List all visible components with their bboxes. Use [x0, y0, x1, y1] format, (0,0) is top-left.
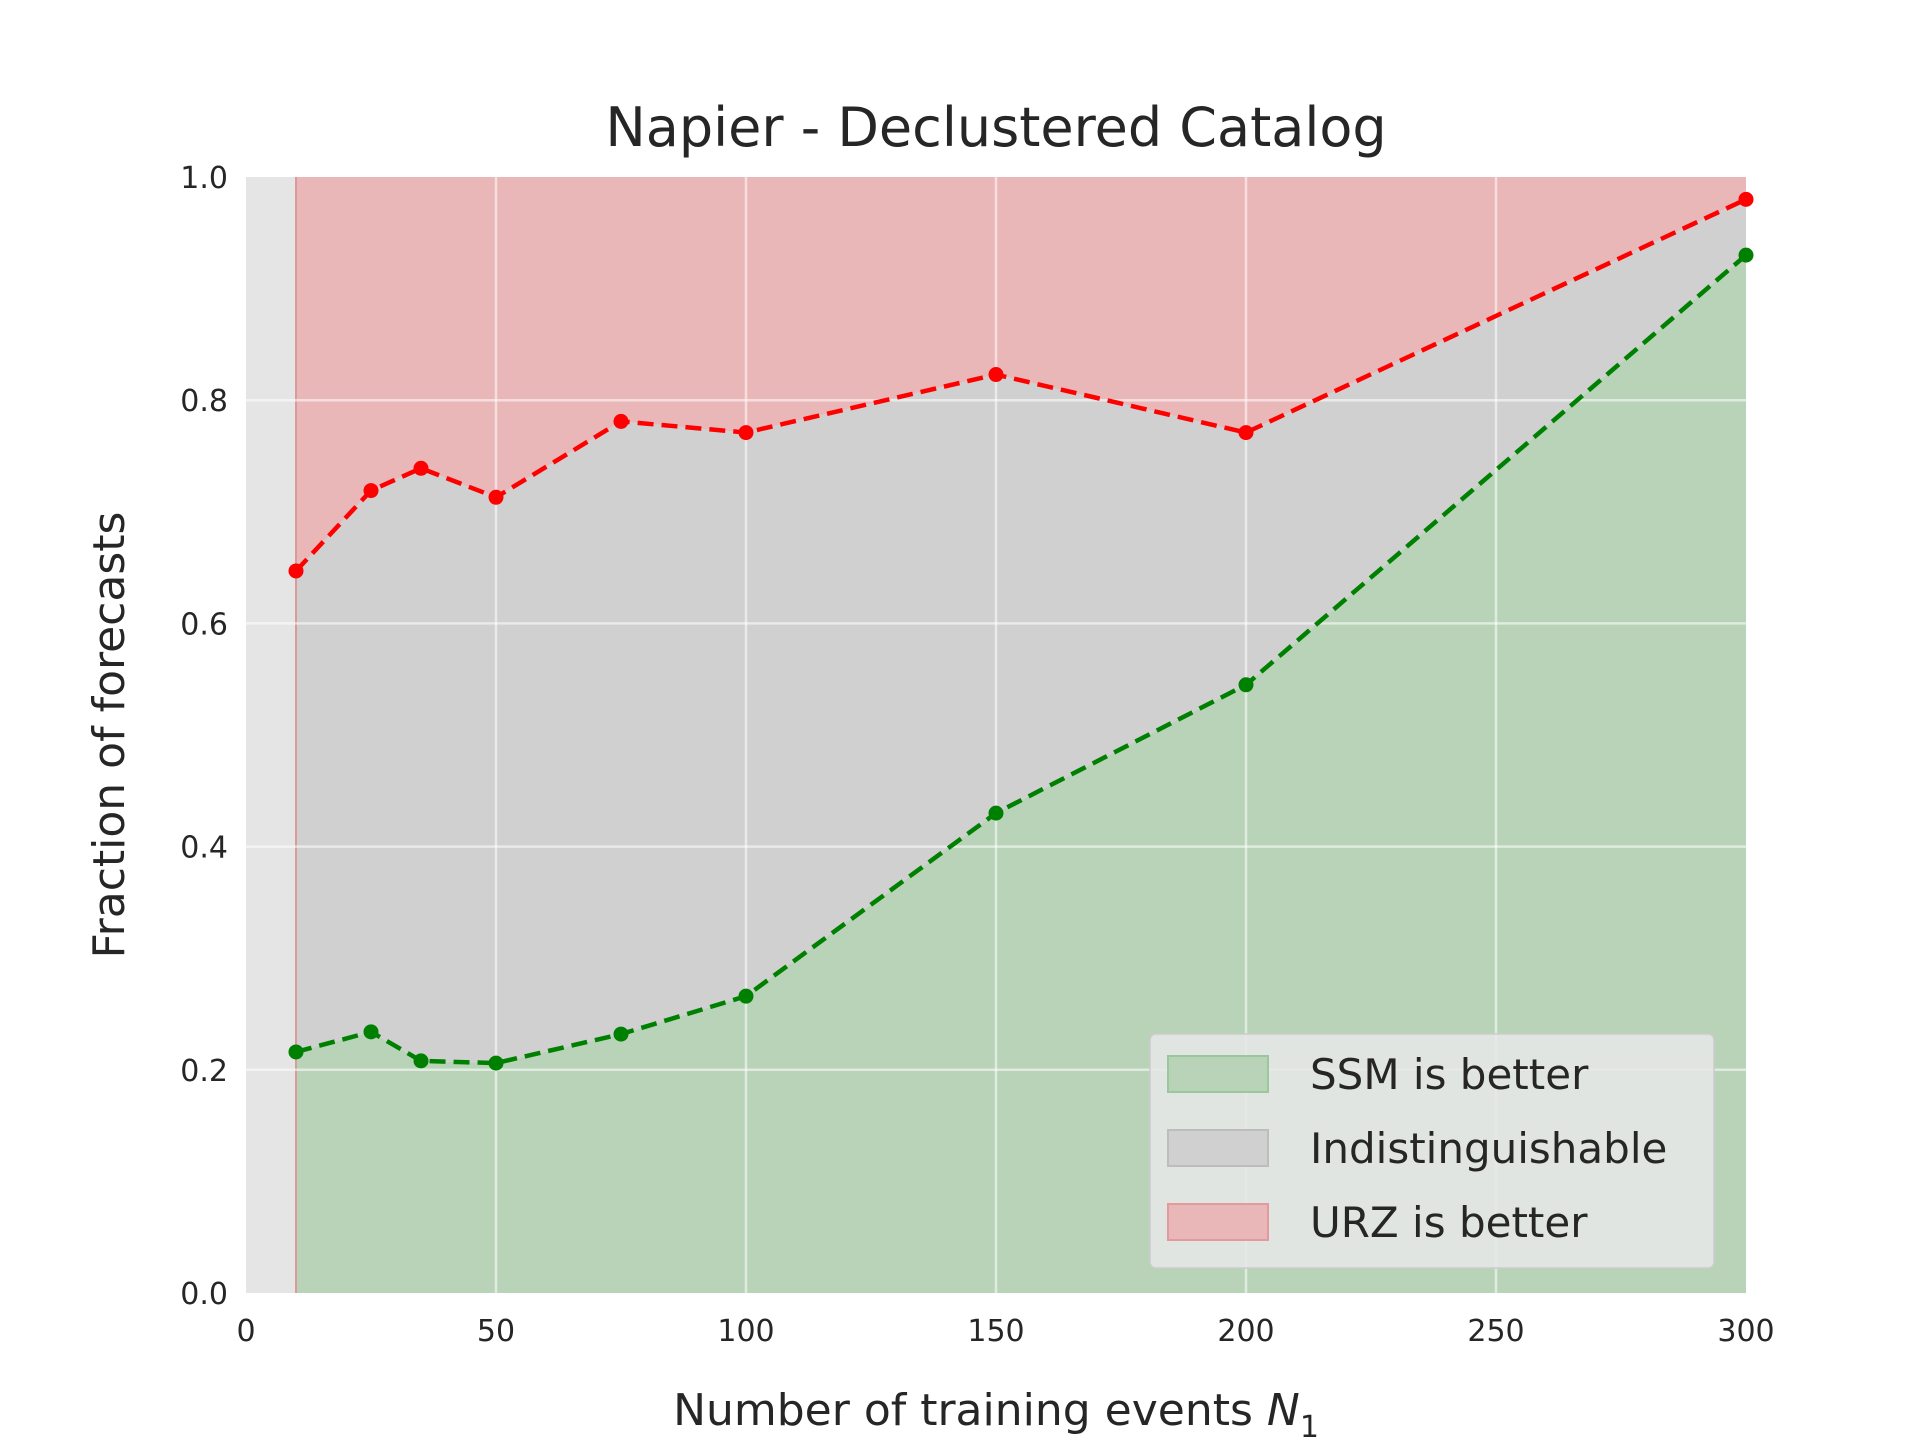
ssm-boundary-point — [988, 805, 1004, 821]
ticks: 0 50 100 150 200 250 300 0.0 0.2 0.4 0.6 0.8 1.0 — [180, 161, 1774, 1349]
urz-boundary-point — [613, 413, 629, 429]
region-urz-better — [296, 177, 1746, 571]
ssm-boundary-point — [613, 1026, 629, 1042]
legend-label-indistinguishable: Indistinguishable — [1310, 1124, 1667, 1173]
y-tick-label: 0.6 — [180, 607, 228, 642]
y-tick-label: 0.8 — [180, 384, 228, 419]
ssm-boundary-point — [288, 1044, 304, 1060]
legend-box — [1149, 1033, 1715, 1269]
ssm-boundary-point — [738, 988, 754, 1004]
series — [288, 191, 1754, 1071]
y-tick-label: 1.0 — [180, 161, 228, 196]
chart-title: Napier - Declustered Catalog — [605, 96, 1386, 159]
x-tick-label: 150 — [967, 1314, 1024, 1349]
urz-boundary-point — [1238, 425, 1254, 441]
ssm-boundary-point — [363, 1024, 379, 1040]
legend-label-urz: URZ is better — [1310, 1198, 1588, 1247]
urz-boundary-point — [738, 425, 754, 441]
legend-swatch-ssm — [1167, 1055, 1269, 1093]
urz-boundary-point — [1738, 191, 1754, 207]
y-tick-label: 0.4 — [180, 831, 228, 866]
x-tick-label: 50 — [477, 1314, 515, 1349]
legend-swatch-urz — [1167, 1203, 1269, 1241]
urz-boundary-point — [488, 489, 504, 505]
x-axis-title: Number of training events N1 — [673, 1385, 1319, 1440]
x-axis-subscript: 1 — [1300, 1410, 1319, 1440]
x-tick-label: 0 — [236, 1314, 255, 1349]
y-axis-title: Fraction of forecasts — [84, 512, 135, 959]
urz-boundary-point — [363, 483, 379, 499]
urz-boundary-point — [988, 367, 1004, 383]
y-tick-label: 0.2 — [180, 1054, 228, 1089]
x-axis-symbol: N — [1267, 1385, 1300, 1436]
legend-label-ssm: SSM is better — [1310, 1050, 1589, 1099]
x-tick-label: 250 — [1467, 1314, 1524, 1349]
urz-boundary-point — [413, 460, 429, 476]
x-tick-label: 100 — [717, 1314, 774, 1349]
x-axis-label: Number of training events — [673, 1385, 1253, 1436]
ssm-boundary-point — [488, 1055, 504, 1071]
x-tick-label: 200 — [1217, 1314, 1274, 1349]
legend: SSM is better Indistinguishable URZ is b… — [1149, 1033, 1715, 1269]
x-tick-label: 300 — [1717, 1314, 1774, 1349]
ssm-boundary-point — [1738, 247, 1754, 263]
ssm-boundary-point — [413, 1053, 429, 1069]
legend-swatch-indistinguishable — [1167, 1129, 1269, 1167]
y-tick-label: 0.0 — [180, 1277, 228, 1312]
urz-boundary-point — [288, 563, 304, 579]
ssm-boundary-point — [1238, 677, 1254, 693]
